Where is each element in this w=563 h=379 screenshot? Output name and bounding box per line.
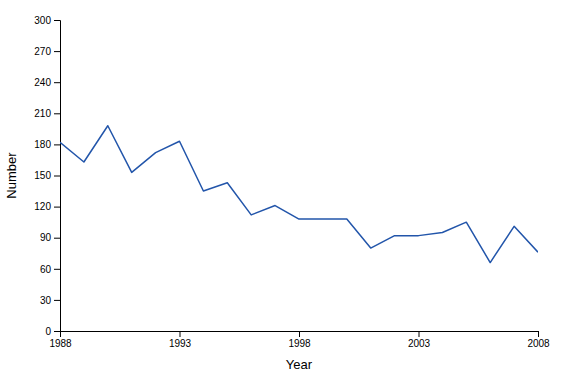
x-tick-label: 1993 <box>169 338 192 349</box>
x-tick: 1988 <box>49 331 72 349</box>
y-tick-mark <box>54 144 60 145</box>
y-tick-label: 0 <box>45 326 51 337</box>
y-tick-mark <box>54 82 60 83</box>
y-tick-label: 240 <box>34 77 51 88</box>
y-tick-label: 270 <box>34 46 51 57</box>
x-axis-title: Year <box>286 357 313 372</box>
x-tick-label: 1988 <box>49 338 72 349</box>
y-tick-label: 300 <box>34 15 51 26</box>
x-tick-mark <box>538 331 539 337</box>
x-tick: 2008 <box>527 331 550 349</box>
y-tick: 0 <box>45 326 60 337</box>
x-tick-mark <box>180 331 181 337</box>
y-tick-mark <box>54 51 60 52</box>
y-tick-mark <box>54 300 60 301</box>
x-tick-mark <box>299 331 300 337</box>
data-line <box>60 126 538 263</box>
plot-area: 1988 1993 1998 2003 2008 0 30 60 90 120 150 180 210 2… <box>34 15 550 349</box>
y-tick-label: 90 <box>40 232 52 243</box>
x-tick-mark <box>419 331 420 337</box>
y-tick: 30 <box>40 295 60 306</box>
y-axis-line <box>54 21 61 332</box>
x-tick-label: 1998 <box>288 338 311 349</box>
x-tick: 1998 <box>288 331 311 349</box>
y-tick-label: 150 <box>34 170 51 181</box>
y-tick-mark <box>54 113 60 114</box>
x-axis-line <box>61 332 539 338</box>
y-tick-label: 120 <box>34 201 51 212</box>
y-tick-mark <box>54 20 60 21</box>
y-tick: 150 <box>34 170 60 181</box>
y-tick-label: 210 <box>34 108 51 119</box>
y-tick-label: 180 <box>34 139 51 150</box>
y-axis-title: Number <box>4 152 19 199</box>
y-tick-mark <box>54 176 60 177</box>
y-tick-label: 30 <box>40 295 52 306</box>
y-tick: 210 <box>34 108 60 119</box>
y-tick-mark <box>54 269 60 270</box>
y-tick-mark <box>54 238 60 239</box>
y-tick: 180 <box>34 139 60 150</box>
y-tick: 300 <box>34 15 60 26</box>
x-axis: 1988 1993 1998 2003 2008 <box>49 331 550 349</box>
chart-svg: 1988 1993 1998 2003 2008 0 30 60 90 120 150 180 210 2… <box>0 0 563 379</box>
y-tick-mark <box>54 331 60 332</box>
chart-container: 1988 1993 1998 2003 2008 0 30 60 90 120 150 180 210 2… <box>0 0 563 379</box>
marks <box>60 126 538 263</box>
y-tick: 240 <box>34 77 60 88</box>
x-tick-label: 2008 <box>527 338 550 349</box>
y-tick-mark <box>54 207 60 208</box>
y-tick-label: 60 <box>40 264 52 275</box>
x-tick: 2003 <box>408 331 431 349</box>
x-tick: 1993 <box>169 331 192 349</box>
x-tick-label: 2003 <box>408 338 431 349</box>
y-tick: 90 <box>40 232 60 243</box>
y-tick: 120 <box>34 201 60 212</box>
y-tick: 60 <box>40 264 60 275</box>
y-axis: 0 30 60 90 120 150 180 210 240 270 300 <box>34 15 60 337</box>
y-tick: 270 <box>34 46 60 57</box>
